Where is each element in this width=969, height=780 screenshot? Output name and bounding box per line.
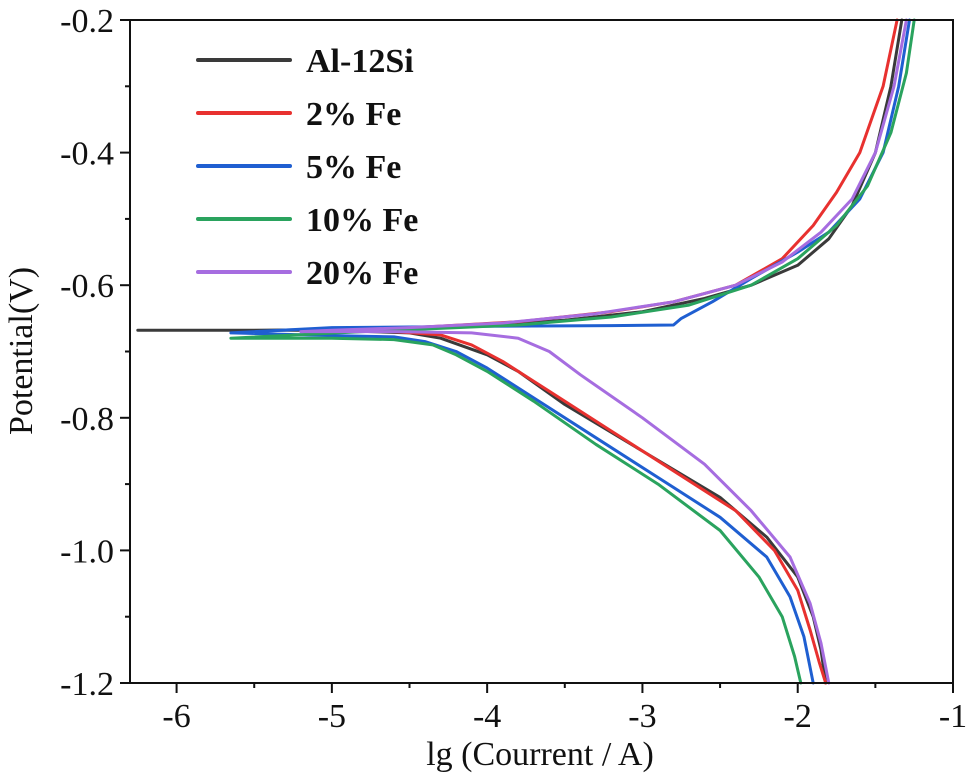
legend-label-2: 5% Fe (306, 149, 401, 186)
x-tick-label-5: -1 (939, 698, 967, 735)
legend: Al-12Si 2% Fe 5% Fe 10% Fe 20% Fe (196, 43, 418, 292)
series-line-0 (136, 18, 904, 685)
x-tick-label-4: -2 (784, 698, 812, 735)
y-tick-label-4: -1.0 (60, 533, 114, 570)
plot-frame (129, 19, 954, 684)
series-line-2 (229, 18, 911, 685)
y-tick-label-2: -0.6 (60, 268, 114, 305)
legend-label-0: Al-12Si (306, 43, 414, 80)
legend-label-4: 20% Fe (306, 255, 418, 292)
legend-label-3: 10% Fe (306, 202, 418, 239)
legend-label-1: 2% Fe (306, 96, 401, 133)
axes: -6 -5 -4 -3 -2 -1 -0.2 -0.4 -0.6 -0.8 -1.0 -1.2 (60, 3, 967, 735)
y-tick-label-3: -0.8 (60, 401, 114, 438)
y-tick-label-1: -0.4 (60, 136, 114, 173)
x-tick-label-2: -4 (473, 698, 501, 735)
x-tick-label-3: -3 (628, 698, 656, 735)
x-tick-label-0: -6 (162, 698, 190, 735)
x-tick-label-1: -5 (318, 698, 346, 735)
plot-area (136, 18, 916, 685)
series-line-4 (299, 18, 908, 685)
y-axis-title: Potential(V) (3, 267, 40, 435)
series-line-3 (229, 18, 916, 685)
y-tick-label-5: -1.2 (60, 666, 114, 703)
y-tick-label-0: -0.2 (60, 3, 114, 40)
x-axis-title: lg (Courrent / A) (426, 736, 654, 773)
